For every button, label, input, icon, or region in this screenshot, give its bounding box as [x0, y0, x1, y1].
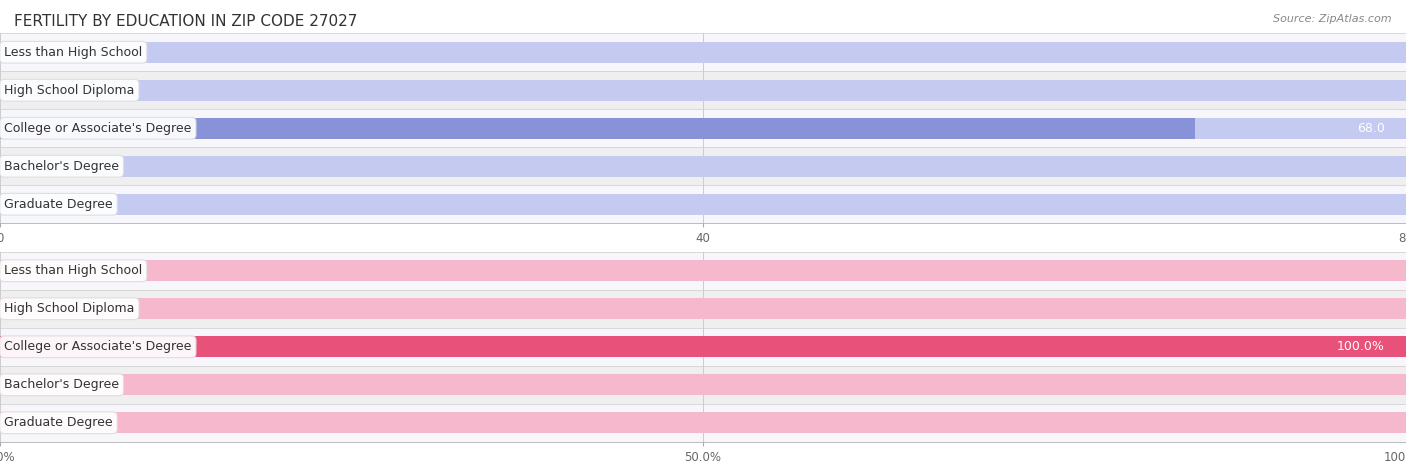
Bar	[0, 290, 1406, 328]
Bar	[0, 336, 1406, 357]
Bar	[0, 42, 1406, 63]
Text: 100.0%: 100.0%	[1337, 340, 1385, 353]
Bar	[0, 80, 1406, 101]
Bar	[0, 118, 1406, 139]
Text: Less than High School: Less than High School	[4, 264, 142, 277]
Bar	[0, 71, 1406, 109]
Text: FERTILITY BY EDUCATION IN ZIP CODE 27027: FERTILITY BY EDUCATION IN ZIP CODE 27027	[14, 14, 357, 29]
Text: Bachelor's Degree: Bachelor's Degree	[4, 378, 120, 391]
Text: Graduate Degree: Graduate Degree	[4, 416, 112, 429]
Text: Source: ZipAtlas.com: Source: ZipAtlas.com	[1274, 14, 1392, 24]
Bar	[0, 328, 1406, 366]
Text: High School Diploma: High School Diploma	[4, 302, 135, 315]
Bar	[0, 404, 1406, 442]
Bar	[0, 374, 1406, 395]
Text: Graduate Degree: Graduate Degree	[4, 198, 112, 211]
Text: Less than High School: Less than High School	[4, 46, 142, 59]
Bar	[0, 147, 1406, 185]
Bar	[0, 185, 1406, 223]
Text: Bachelor's Degree: Bachelor's Degree	[4, 160, 120, 173]
Bar	[0, 109, 1406, 147]
Bar	[0, 336, 1406, 357]
Bar	[0, 33, 1406, 71]
Bar	[0, 156, 1406, 177]
Bar	[0, 260, 1406, 281]
Bar	[0, 252, 1406, 290]
Text: College or Associate's Degree: College or Associate's Degree	[4, 340, 191, 353]
Bar	[0, 412, 1406, 433]
Text: College or Associate's Degree: College or Associate's Degree	[4, 122, 191, 135]
Text: High School Diploma: High School Diploma	[4, 84, 135, 97]
Bar	[0, 298, 1406, 319]
Bar	[0, 366, 1406, 404]
Text: 68.0: 68.0	[1357, 122, 1385, 135]
Bar	[0, 194, 1406, 215]
Bar	[0, 118, 1195, 139]
